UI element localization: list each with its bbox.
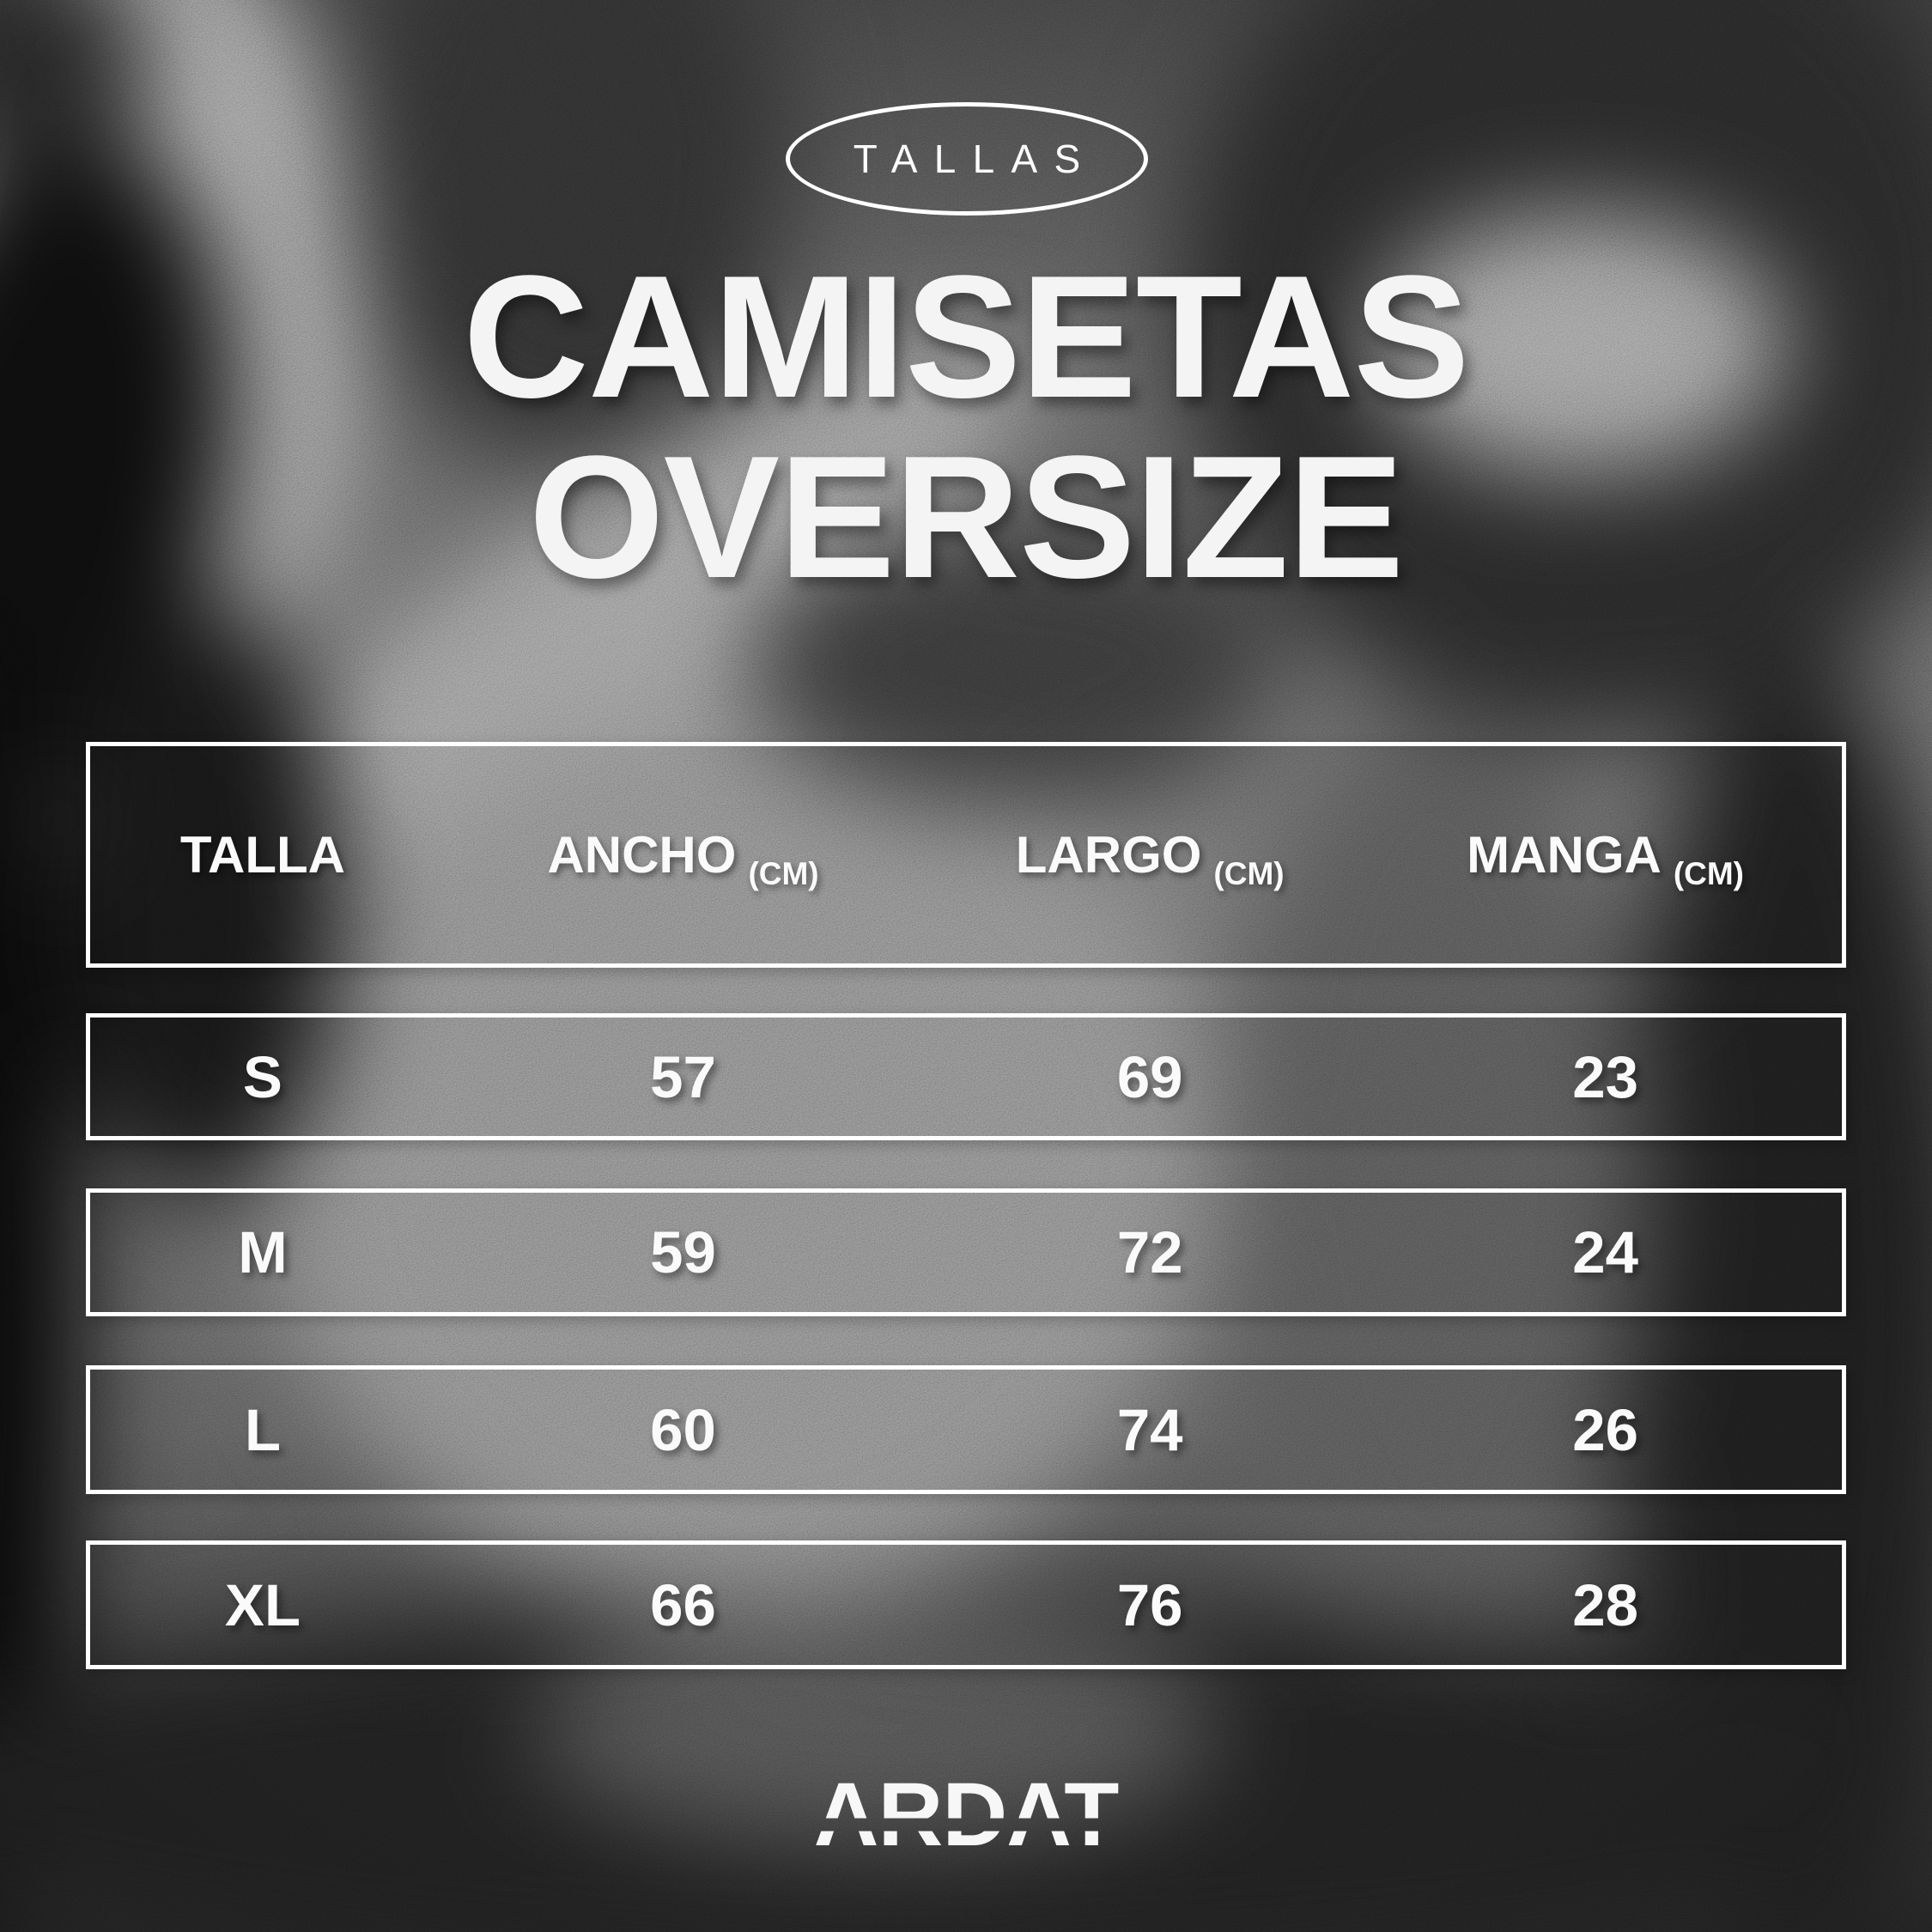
size-row-l: L 60 74 26 (86, 1365, 1846, 1494)
manga-value: 26 (1572, 1396, 1638, 1463)
largo-value: 72 (1116, 1219, 1183, 1285)
largo-value: 74 (1116, 1396, 1183, 1463)
manga-value: 23 (1572, 1043, 1638, 1110)
manga-value: 24 (1572, 1219, 1638, 1285)
title-line-1: CAMISETAS (463, 240, 1469, 434)
page-title: CAMISETAS OVERSIZE (0, 240, 1932, 616)
size-label: M (238, 1219, 288, 1285)
ancho-value: 60 (650, 1396, 716, 1463)
manga-value: 28 (1572, 1571, 1638, 1638)
size-table-header: TALLA ANCHO (CM) LARGO (CM) MANGA (CM) (86, 742, 1846, 968)
brand-logo: ARDAT (813, 1765, 1120, 1865)
size-label: S (242, 1043, 283, 1110)
column-unit: (CM) (1673, 855, 1744, 891)
size-row-m: M 59 72 24 (86, 1188, 1846, 1316)
column-header-ancho: ANCHO (CM) (435, 825, 931, 891)
sizes-badge: TALLAS (786, 102, 1148, 216)
size-row-s: S 57 69 23 (86, 1013, 1846, 1140)
ancho-value: 59 (650, 1219, 716, 1285)
size-label: L (244, 1396, 282, 1463)
size-row-xl: XL 66 76 28 (86, 1540, 1846, 1669)
sizes-badge-label: TALLAS (853, 137, 1097, 181)
largo-value: 69 (1116, 1043, 1183, 1110)
largo-value: 76 (1116, 1571, 1183, 1638)
column-label: TALLA (179, 826, 346, 884)
column-header-largo: LARGO (CM) (931, 825, 1369, 891)
column-header-talla: TALLA (90, 825, 435, 884)
ancho-value: 66 (650, 1571, 716, 1638)
column-label: MANGA (1467, 826, 1662, 884)
column-label: LARGO (1015, 826, 1202, 884)
column-unit: (CM) (748, 855, 819, 891)
column-header-manga: MANGA (CM) (1369, 825, 1842, 891)
size-label: XL (224, 1571, 301, 1638)
column-unit: (CM) (1213, 855, 1285, 891)
ancho-value: 57 (650, 1043, 716, 1110)
column-label: ANCHO (547, 826, 737, 884)
title-line-2: OVERSIZE (528, 420, 1405, 616)
